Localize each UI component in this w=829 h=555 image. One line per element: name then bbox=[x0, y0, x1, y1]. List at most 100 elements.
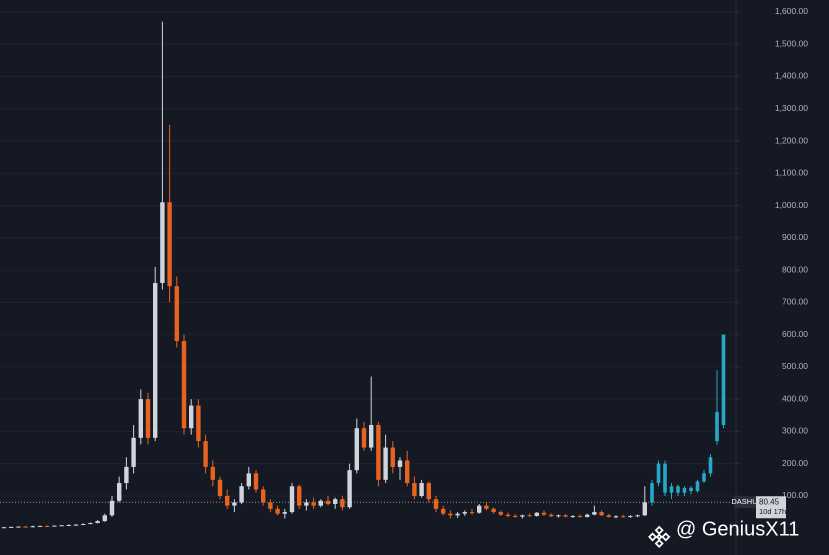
candle-body bbox=[477, 505, 482, 513]
candle-body bbox=[441, 508, 446, 514]
candle-body bbox=[59, 525, 64, 527]
candle-body bbox=[340, 499, 345, 508]
candle-body bbox=[556, 515, 561, 517]
y-tick-label: 1,200.00 bbox=[775, 135, 808, 145]
candle-body bbox=[73, 524, 79, 526]
candle-body bbox=[433, 499, 439, 509]
candle-body bbox=[102, 515, 107, 522]
candle-body bbox=[124, 466, 129, 484]
candle-body bbox=[246, 473, 251, 487]
candle-body bbox=[52, 525, 57, 527]
candle-body bbox=[45, 525, 50, 527]
logo bbox=[648, 525, 671, 549]
candle-body bbox=[311, 502, 316, 506]
candle-body bbox=[289, 486, 295, 513]
candle-body bbox=[689, 487, 693, 492]
candle-body bbox=[174, 286, 179, 342]
candle-body bbox=[333, 499, 338, 505]
candle-body bbox=[318, 500, 323, 506]
candle-body bbox=[469, 512, 475, 514]
candle-body bbox=[347, 470, 352, 508]
candle-body bbox=[275, 508, 280, 514]
y-tick-label: 500.00 bbox=[782, 361, 808, 371]
candle-body bbox=[95, 521, 100, 524]
candle-body bbox=[30, 526, 35, 528]
candle-body bbox=[304, 502, 309, 506]
candle-body bbox=[189, 405, 194, 429]
candle-body bbox=[253, 473, 259, 490]
candle-body bbox=[534, 512, 539, 516]
candle-body bbox=[606, 515, 611, 517]
candle-body bbox=[217, 479, 223, 496]
candle-body bbox=[88, 523, 93, 525]
price-label: 80.45 bbox=[759, 497, 780, 506]
grid bbox=[0, 11, 736, 503]
candle-body bbox=[376, 424, 381, 480]
candle-body bbox=[505, 514, 511, 516]
y-tick-label: 700.00 bbox=[782, 297, 808, 307]
candle-body bbox=[81, 524, 86, 526]
candle-body bbox=[196, 405, 201, 442]
candle-body bbox=[527, 515, 532, 517]
candle-body bbox=[282, 512, 287, 514]
candle-body bbox=[153, 282, 158, 438]
candle-body bbox=[650, 483, 654, 503]
candle-body bbox=[354, 428, 359, 471]
candle-body bbox=[520, 515, 525, 517]
candles bbox=[1, 21, 726, 529]
candle-body bbox=[117, 483, 122, 501]
candle-body bbox=[663, 463, 667, 493]
candle-body bbox=[37, 525, 43, 527]
y-axis: 100.00 200.00 300.00 400.00 500.00 600.00 700.… bbox=[735, 0, 808, 555]
candle-body bbox=[635, 515, 640, 517]
candle-body bbox=[577, 515, 583, 517]
candle-body bbox=[181, 341, 187, 429]
candle-body bbox=[721, 334, 726, 425]
candle-body bbox=[462, 512, 467, 514]
candle-body bbox=[585, 514, 590, 517]
candle-body bbox=[426, 483, 431, 500]
candle-body bbox=[9, 526, 14, 528]
candle-body bbox=[361, 428, 367, 448]
candle-body bbox=[455, 513, 460, 516]
candle-body bbox=[669, 486, 674, 493]
candle-body bbox=[491, 508, 496, 513]
candle-body bbox=[109, 500, 115, 516]
symbol-label: DASHUSDT bbox=[731, 497, 773, 506]
candle-body bbox=[708, 457, 713, 474]
candle-body bbox=[682, 487, 687, 493]
candle-body bbox=[261, 489, 266, 503]
watermark-logo bbox=[648, 525, 671, 549]
candle-body bbox=[628, 515, 633, 517]
candle-body bbox=[621, 516, 626, 518]
y-tick-label: 800.00 bbox=[782, 264, 808, 274]
candle-body bbox=[203, 441, 208, 467]
candle-body bbox=[167, 202, 172, 287]
candle-body bbox=[210, 466, 215, 480]
candle-body bbox=[16, 526, 21, 528]
y-tick-label: 1,600.00 bbox=[775, 6, 808, 16]
candle-body bbox=[369, 424, 374, 448]
y-tick-label: 100.00 bbox=[782, 490, 808, 500]
candle-body bbox=[412, 483, 417, 496]
y-tick-label: 1,000.00 bbox=[775, 200, 808, 210]
candle-body bbox=[656, 463, 661, 484]
candle-body bbox=[268, 502, 273, 509]
candle-body bbox=[145, 399, 151, 438]
candle-body bbox=[592, 512, 597, 515]
candle-body bbox=[131, 437, 136, 467]
candle-body bbox=[138, 399, 143, 438]
candle-body bbox=[239, 486, 244, 503]
y-tick-label: 1,300.00 bbox=[775, 103, 808, 113]
y-tick-label: 1,400.00 bbox=[775, 71, 808, 81]
candle-body bbox=[325, 500, 331, 505]
candle-body bbox=[613, 516, 619, 518]
candle-body bbox=[160, 202, 165, 283]
candle-body bbox=[513, 515, 518, 517]
candle-body bbox=[405, 460, 410, 484]
y-tick-label: 600.00 bbox=[782, 329, 808, 339]
candle-body bbox=[599, 512, 604, 516]
candle-body bbox=[23, 526, 28, 528]
